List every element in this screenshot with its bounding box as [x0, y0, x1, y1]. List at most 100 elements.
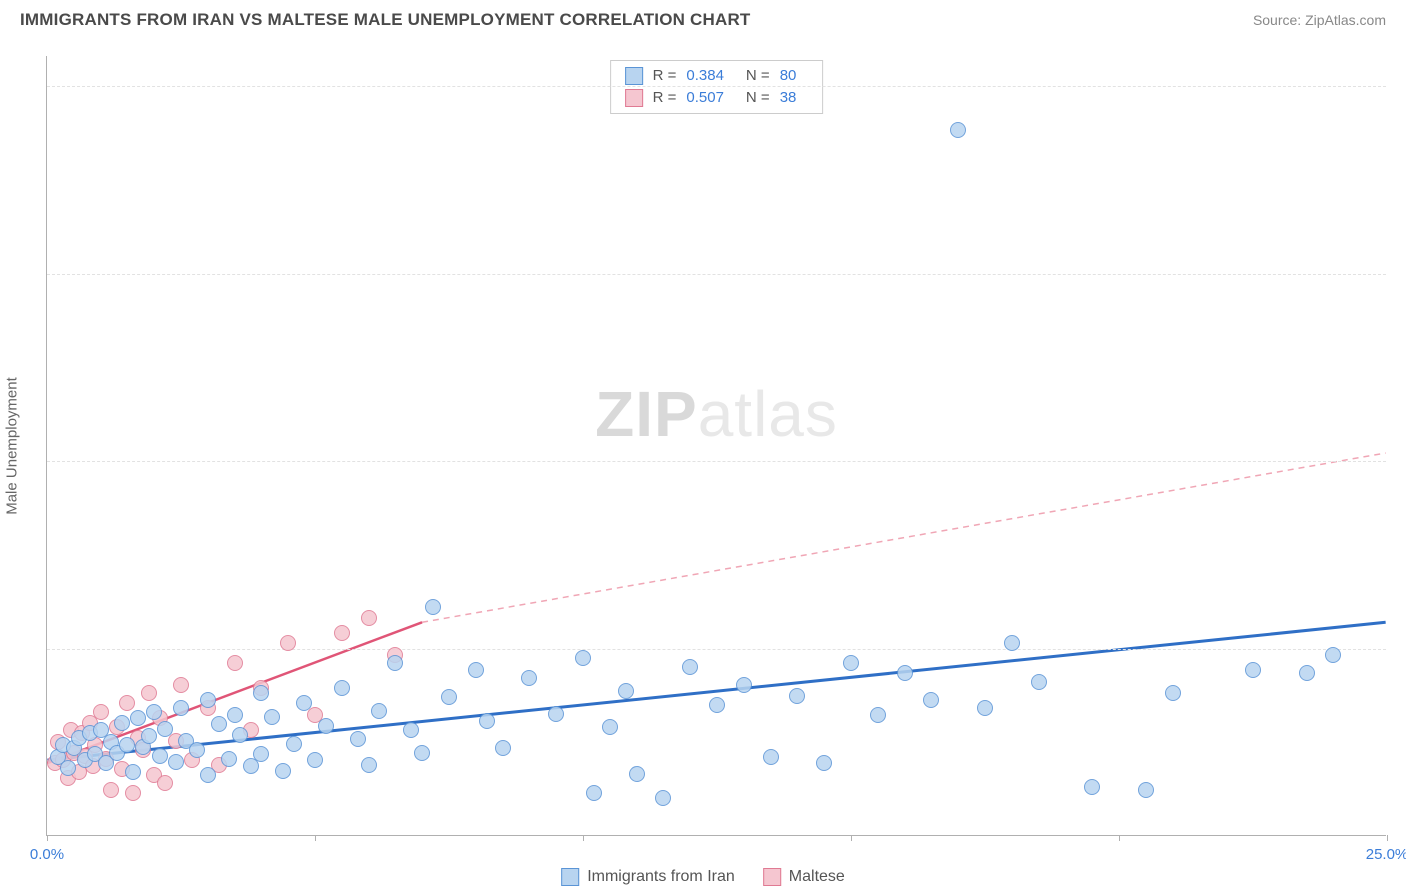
scatter-point[interactable]	[264, 709, 280, 725]
scatter-point[interactable]	[253, 746, 269, 762]
scatter-point[interactable]	[468, 662, 484, 678]
scatter-point[interactable]	[173, 700, 189, 716]
scatter-point[interactable]	[119, 737, 135, 753]
scatter-point[interactable]	[816, 755, 832, 771]
chart-title: IMMIGRANTS FROM IRAN VS MALTESE MALE UNE…	[20, 10, 751, 30]
scatter-point[interactable]	[119, 695, 135, 711]
scatter-point[interactable]	[286, 736, 302, 752]
scatter-point[interactable]	[682, 659, 698, 675]
title-bar: IMMIGRANTS FROM IRAN VS MALTESE MALE UNE…	[0, 0, 1406, 36]
scatter-point[interactable]	[575, 650, 591, 666]
scatter-point[interactable]	[168, 754, 184, 770]
scatter-point[interactable]	[334, 680, 350, 696]
scatter-point[interactable]	[586, 785, 602, 801]
watermark: ZIPatlas	[595, 377, 838, 451]
scatter-point[interactable]	[114, 715, 130, 731]
scatter-point[interactable]	[950, 122, 966, 138]
x-tick	[851, 835, 852, 841]
scatter-point[interactable]	[736, 677, 752, 693]
scatter-point[interactable]	[125, 764, 141, 780]
scatter-point[interactable]	[253, 685, 269, 701]
scatter-point[interactable]	[709, 697, 725, 713]
scatter-point[interactable]	[521, 670, 537, 686]
scatter-point[interactable]	[296, 695, 312, 711]
scatter-point[interactable]	[141, 685, 157, 701]
scatter-point[interactable]	[618, 683, 634, 699]
scatter-point[interactable]	[495, 740, 511, 756]
scatter-point[interactable]	[141, 728, 157, 744]
scatter-point[interactable]	[189, 742, 205, 758]
scatter-point[interactable]	[425, 599, 441, 615]
scatter-point[interactable]	[227, 707, 243, 723]
scatter-point[interactable]	[789, 688, 805, 704]
scatter-point[interactable]	[1245, 662, 1261, 678]
scatter-point[interactable]	[1031, 674, 1047, 690]
scatter-point[interactable]	[371, 703, 387, 719]
y-tick-label: 37.5%	[1392, 265, 1406, 282]
scatter-point[interactable]	[361, 757, 377, 773]
scatter-point[interactable]	[200, 767, 216, 783]
scatter-point[interactable]	[60, 760, 76, 776]
scatter-point[interactable]	[1165, 685, 1181, 701]
trend-line	[422, 453, 1386, 622]
scatter-point[interactable]	[350, 731, 366, 747]
legend-label: Immigrants from Iran	[587, 868, 735, 886]
scatter-point[interactable]	[152, 748, 168, 764]
scatter-point[interactable]	[280, 635, 296, 651]
scatter-point[interactable]	[232, 727, 248, 743]
scatter-point[interactable]	[655, 790, 671, 806]
scatter-point[interactable]	[387, 655, 403, 671]
scatter-point[interactable]	[403, 722, 419, 738]
legend-row: R =0.384N =80	[625, 65, 809, 87]
scatter-point[interactable]	[200, 692, 216, 708]
scatter-point[interactable]	[275, 763, 291, 779]
legend-n-value: 80	[780, 65, 797, 87]
scatter-point[interactable]	[146, 704, 162, 720]
scatter-point[interactable]	[125, 785, 141, 801]
gridline	[47, 86, 1386, 87]
scatter-point[interactable]	[93, 704, 109, 720]
scatter-point[interactable]	[130, 710, 146, 726]
scatter-point[interactable]	[763, 749, 779, 765]
scatter-point[interactable]	[103, 782, 119, 798]
scatter-point[interactable]	[1084, 779, 1100, 795]
scatter-point[interactable]	[1299, 665, 1315, 681]
scatter-point[interactable]	[1138, 782, 1154, 798]
scatter-point[interactable]	[870, 707, 886, 723]
scatter-point[interactable]	[1325, 647, 1341, 663]
scatter-point[interactable]	[548, 706, 564, 722]
legend-row: R =0.507N =38	[625, 87, 809, 109]
scatter-point[interactable]	[843, 655, 859, 671]
scatter-point[interactable]	[211, 716, 227, 732]
scatter-point[interactable]	[334, 625, 350, 641]
scatter-point[interactable]	[157, 775, 173, 791]
legend-n-label: N =	[746, 65, 770, 87]
scatter-point[interactable]	[361, 610, 377, 626]
legend-n-value: 38	[780, 87, 797, 109]
scatter-point[interactable]	[414, 745, 430, 761]
scatter-point[interactable]	[897, 665, 913, 681]
x-tick	[1119, 835, 1120, 841]
scatter-point[interactable]	[307, 752, 323, 768]
series-legend: Immigrants from Iran Maltese	[561, 868, 845, 886]
scatter-point[interactable]	[629, 766, 645, 782]
scatter-point[interactable]	[441, 689, 457, 705]
scatter-point[interactable]	[173, 677, 189, 693]
x-tick	[583, 835, 584, 841]
legend-n-label: N =	[746, 87, 770, 109]
legend-item[interactable]: Maltese	[763, 868, 845, 886]
legend-r-value: 0.384	[686, 65, 724, 87]
scatter-point[interactable]	[1004, 635, 1020, 651]
trend-lines-layer	[47, 56, 1386, 835]
scatter-point[interactable]	[227, 655, 243, 671]
scatter-point[interactable]	[923, 692, 939, 708]
scatter-point[interactable]	[479, 713, 495, 729]
scatter-point[interactable]	[157, 721, 173, 737]
scatter-point[interactable]	[318, 718, 334, 734]
legend-r-value: 0.507	[686, 87, 724, 109]
scatter-point[interactable]	[602, 719, 618, 735]
scatter-point[interactable]	[977, 700, 993, 716]
legend-item[interactable]: Immigrants from Iran	[561, 868, 735, 886]
correlation-legend: R =0.384N =80R =0.507N =38	[610, 60, 824, 114]
scatter-point[interactable]	[221, 751, 237, 767]
